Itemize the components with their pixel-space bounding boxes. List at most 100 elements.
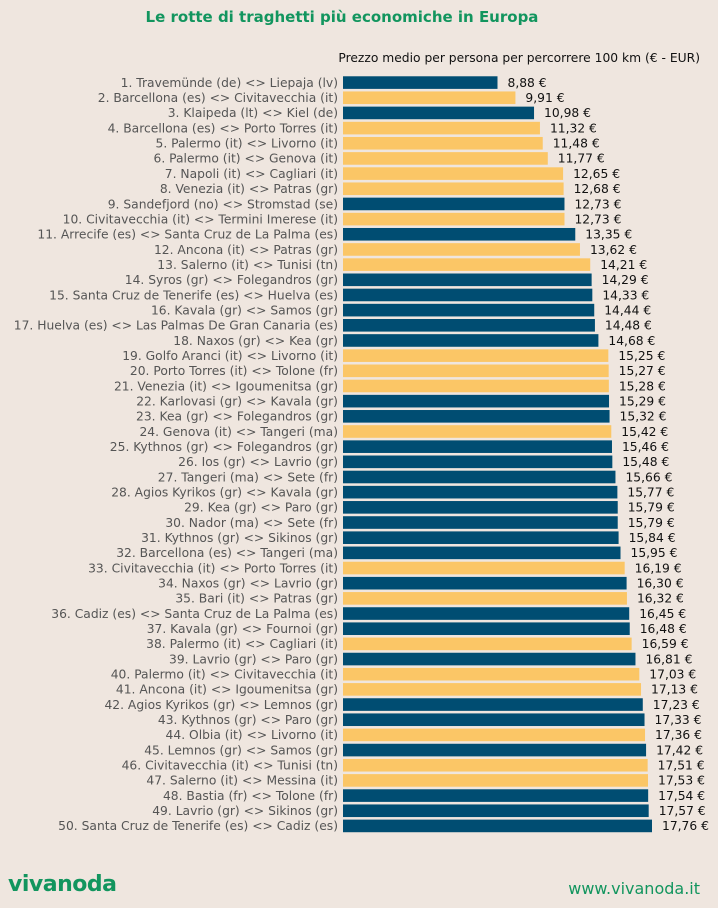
value-label-12: 13,62 € xyxy=(590,243,637,257)
value-label-22: 15,29 € xyxy=(619,394,666,408)
category-label-29: 29. Kea (gr) <> Paro (gr) xyxy=(184,501,338,515)
value-label-42: 17,23 € xyxy=(653,698,700,712)
category-label-20: 20. Porto Torres (it) <> Tolone (fr) xyxy=(130,364,338,378)
category-label-31: 31. Kythnos (gr) <> Sikinos (gr) xyxy=(141,531,338,545)
category-label-36: 36. Cadiz (es) <> Santa Cruz de La Palma… xyxy=(51,607,338,621)
value-label-26: 15,48 € xyxy=(622,455,669,469)
category-label-47: 47. Salerno (it) <> Messina (it) xyxy=(146,774,338,788)
category-label-14: 14. Syros (gr) <> Folegandros (gr) xyxy=(125,273,338,287)
value-label-24: 15,42 € xyxy=(621,425,668,439)
category-label-4: 4. Barcellona (es) <> Porto Torres (it) xyxy=(108,121,338,135)
value-label-8: 12,68 € xyxy=(574,182,621,196)
category-label-38: 38. Palermo (it) <> Cagliari (it) xyxy=(146,637,338,651)
value-label-49: 17,57 € xyxy=(659,804,706,818)
bar-2 xyxy=(343,91,516,105)
value-label-4: 11,32 € xyxy=(550,121,597,135)
category-label-40: 40. Palermo (it) <> Civitavecchia (it) xyxy=(111,668,338,682)
category-label-10: 10. Civitavecchia (it) <> Termini Imeres… xyxy=(63,212,338,226)
value-label-43: 17,33 € xyxy=(655,713,702,727)
bar-22 xyxy=(343,394,610,408)
bar-19 xyxy=(343,349,609,362)
value-label-1: 8,88 € xyxy=(508,76,547,90)
bar-16 xyxy=(343,303,595,317)
category-label-35: 35. Bari (it) <> Patras (gr) xyxy=(175,592,338,606)
bar-31 xyxy=(343,531,619,544)
value-label-9: 12,73 € xyxy=(574,197,621,211)
value-label-18: 14,68 € xyxy=(608,334,655,348)
website-link[interactable]: www.vivanoda.it xyxy=(568,879,700,898)
value-label-25: 15,46 € xyxy=(622,440,669,454)
bar-9 xyxy=(343,197,565,211)
category-label-3: 3. Klaipeda (lt) <> Kiel (de) xyxy=(168,106,338,120)
category-label-25: 25. Kythnos (gr) <> Folegandros (gr) xyxy=(110,440,338,454)
category-label-48: 48. Bastia (fr) <> Tolone (fr) xyxy=(163,789,338,803)
category-label-39: 39. Lavrio (gr) <> Paro (gr) xyxy=(169,652,338,666)
value-label-38: 16,59 € xyxy=(642,637,689,651)
bar-17 xyxy=(343,319,595,332)
bar-47 xyxy=(343,774,648,787)
bar-39 xyxy=(343,652,636,666)
value-label-5: 11,48 € xyxy=(553,137,600,151)
value-label-40: 17,03 € xyxy=(649,668,696,682)
category-label-43: 43. Kythnos (gr) <> Paro (gr) xyxy=(158,713,338,727)
value-label-44: 17,36 € xyxy=(655,728,702,742)
bar-48 xyxy=(343,789,649,802)
value-label-31: 15,84 € xyxy=(629,531,676,545)
category-label-21: 21. Venezia (it) <> Igoumenitsa (gr) xyxy=(114,379,338,393)
value-label-34: 16,30 € xyxy=(637,577,684,591)
bar-7 xyxy=(343,167,564,180)
category-label-11: 11. Arrecife (es) <> Santa Cruz de La Pa… xyxy=(37,228,338,242)
category-label-46: 46. Civitavecchia (it) <> Tunisi (tn) xyxy=(122,759,338,773)
value-label-28: 15,77 € xyxy=(627,485,674,499)
category-label-2: 2. Barcellona (es) <> Civitavecchia (it) xyxy=(98,91,338,105)
bar-15 xyxy=(343,288,593,302)
chart-title: Le rotte di traghetti più economiche in … xyxy=(145,8,539,26)
value-label-48: 17,54 € xyxy=(658,789,705,803)
category-label-26: 26. Ios (gr) <> Lavrio (gr) xyxy=(178,455,338,469)
category-label-45: 45. Lemnos (gr) <> Samos (gr) xyxy=(144,743,338,757)
bar-27 xyxy=(343,470,616,484)
value-label-10: 12,73 € xyxy=(574,212,621,226)
bar-49 xyxy=(343,804,649,818)
bar-25 xyxy=(343,440,612,453)
bar-20 xyxy=(343,364,609,378)
category-label-17: 17. Huelva (es) <> Las Palmas De Gran Ca… xyxy=(14,319,338,333)
bar-21 xyxy=(343,379,609,393)
value-label-35: 16,32 € xyxy=(637,592,684,606)
bar-23 xyxy=(343,410,610,423)
category-label-42: 42. Agios Kyrikos (gr) <> Lemnos (gr) xyxy=(104,698,338,712)
value-label-13: 14,21 € xyxy=(600,258,647,272)
category-label-33: 33. Civitavecchia (it) <> Porto Torres (… xyxy=(88,561,338,575)
value-label-41: 17,13 € xyxy=(651,683,698,697)
bar-30 xyxy=(343,516,618,529)
bar-28 xyxy=(343,485,618,499)
bar-4 xyxy=(343,121,540,135)
bar-34 xyxy=(343,576,627,590)
value-label-39: 16,81 € xyxy=(645,652,692,666)
value-label-45: 17,42 € xyxy=(656,743,703,757)
category-label-23: 23. Kea (gr) <> Folegandros (gr) xyxy=(136,410,338,424)
value-label-30: 15,79 € xyxy=(628,516,675,530)
category-label-9: 9. Sandefjord (no) <> Stromstad (se) xyxy=(108,197,338,211)
bar-6 xyxy=(343,152,548,165)
category-label-7: 7. Napoli (it) <> Cagliari (it) xyxy=(165,167,338,181)
category-label-8: 8. Venezia (it) <> Patras (gr) xyxy=(160,182,338,196)
value-label-14: 14,29 € xyxy=(602,273,649,287)
value-label-16: 14,44 € xyxy=(604,303,651,317)
bar-12 xyxy=(343,243,580,256)
value-label-3: 10,98 € xyxy=(544,106,591,120)
value-label-36: 16,45 € xyxy=(639,607,686,621)
category-label-44: 44. Olbia (it) <> Livorno (it) xyxy=(166,728,338,742)
bar-29 xyxy=(343,501,618,514)
bar-42 xyxy=(343,698,643,711)
bar-33 xyxy=(343,561,625,575)
bar-11 xyxy=(343,227,576,241)
category-label-6: 6. Palermo (it) <> Genova (it) xyxy=(154,152,339,166)
bar-37 xyxy=(343,622,630,636)
bar-38 xyxy=(343,637,632,651)
value-label-47: 17,53 € xyxy=(658,774,705,788)
category-label-28: 28. Agios Kyrikos (gr) <> Kavala (gr) xyxy=(111,485,338,499)
value-label-29: 15,79 € xyxy=(628,501,675,515)
value-label-37: 16,48 € xyxy=(640,622,687,636)
